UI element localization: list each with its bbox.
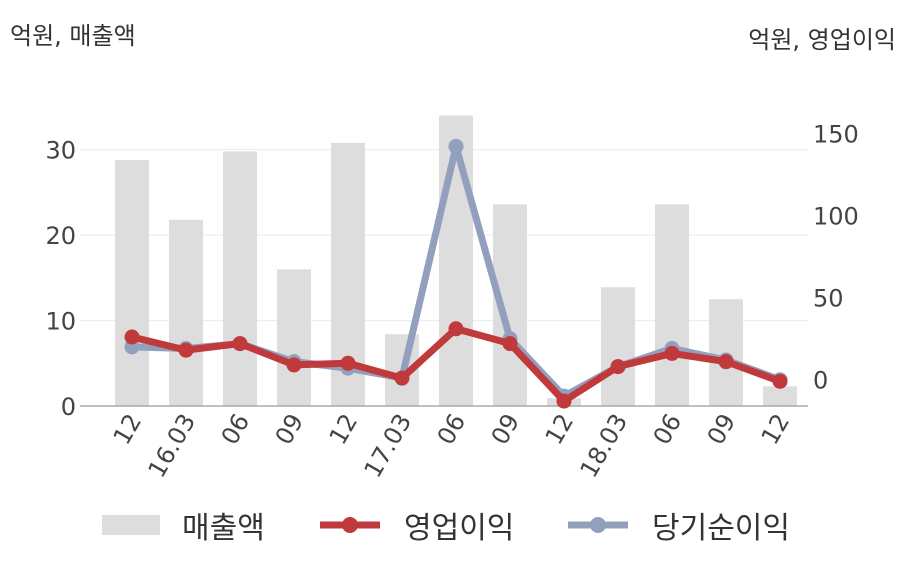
x-tick-label: 12 (756, 409, 796, 449)
operating-profit-point (664, 345, 680, 361)
x-tick-label: 18.03 (575, 409, 634, 483)
right-axis-ticks: 0 50 100 150 (813, 120, 859, 394)
x-tick-label: 09 (702, 409, 742, 449)
operating-profit-point (286, 357, 302, 373)
operating-profit-point (178, 342, 194, 358)
operating-profit-point (232, 336, 248, 352)
x-tick-label: 12 (108, 409, 148, 449)
x-tick-label: 06 (648, 409, 688, 449)
operating-profit-point (772, 373, 788, 389)
x-tick-label: 09 (270, 409, 310, 449)
legend-swatch-bar (102, 515, 160, 535)
legend-item-revenue: 매출액 (102, 500, 265, 550)
left-tick-label: 0 (61, 393, 76, 421)
left-tick-label: 10 (45, 308, 76, 336)
operating-profit-point (394, 370, 410, 386)
bar (439, 115, 473, 407)
x-tick-label: 06 (216, 409, 256, 449)
legend-label-operating-profit: 영업이익 (404, 511, 515, 546)
bar (115, 159, 149, 406)
right-tick-label: 50 (813, 285, 844, 313)
operating-profit-point (124, 329, 140, 345)
operating-profit-point (502, 336, 518, 352)
bar (763, 386, 797, 406)
legend-label-net-income: 당기순이익 (652, 511, 790, 546)
bar (601, 287, 635, 406)
legend-swatch-operating-profit (320, 517, 380, 533)
right-tick-label: 0 (813, 367, 828, 395)
x-tick-label: 16.03 (143, 409, 202, 483)
x-tick-label: 17.03 (359, 409, 418, 483)
operating-profit-point (340, 355, 356, 371)
legend-item-operating-profit: 영업이익 (318, 500, 514, 550)
bar (223, 151, 257, 406)
line-series (124, 138, 788, 409)
x-tick-label: 12 (324, 409, 364, 449)
bar (277, 269, 311, 406)
x-tick-label: 06 (432, 409, 472, 449)
operating-profit-point (448, 321, 464, 337)
x-tick-label: 12 (540, 409, 580, 449)
bar (169, 219, 203, 406)
legend: 매출액 영업이익 당기순이익 (0, 500, 908, 550)
legend-item-net-income: 당기순이익 (566, 500, 790, 550)
bar (655, 204, 689, 406)
right-tick-label: 150 (813, 120, 859, 148)
operating-profit-point (718, 354, 734, 370)
operating-profit-point (610, 359, 626, 375)
left-tick-label: 20 (45, 222, 76, 250)
legend-label-revenue: 매출액 (182, 511, 265, 546)
left-axis-ticks: 0 10 20 30 (45, 137, 76, 421)
right-axis-unit: 억원, 영업이익 (748, 26, 896, 54)
x-tick-label: 09 (486, 409, 526, 449)
right-tick-label: 100 (813, 202, 859, 230)
legend-swatch-net-income (568, 517, 628, 533)
left-tick-label: 30 (45, 137, 76, 165)
left-axis-unit: 억원, 매출액 (10, 22, 136, 50)
net-income-point (448, 138, 464, 154)
operating-profit-point (556, 393, 572, 409)
